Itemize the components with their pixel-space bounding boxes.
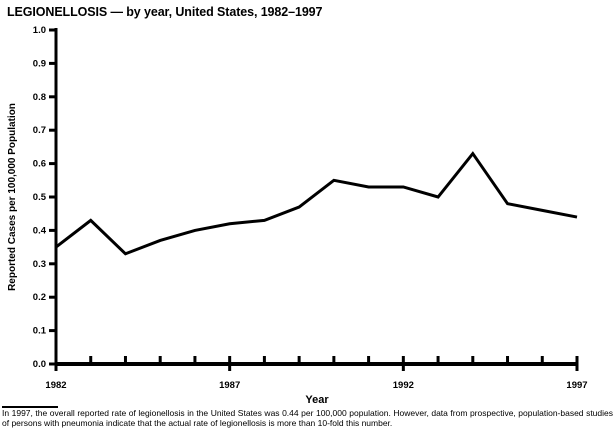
y-tick-label: 0.4 bbox=[33, 225, 47, 236]
data-line bbox=[55, 151, 578, 256]
y-tick-label: 1.0 bbox=[33, 25, 46, 36]
y-tick-label: 0.6 bbox=[33, 159, 46, 170]
x-tick-label: 1982 bbox=[45, 380, 66, 391]
y-tick-label: 0.0 bbox=[33, 359, 46, 370]
y-tick-label: 0.1 bbox=[33, 326, 47, 337]
chart-title: LEGIONELLOSIS — by year, United States, … bbox=[7, 5, 323, 19]
x-axis-label: Year bbox=[305, 394, 329, 406]
y-tick-label: 0.2 bbox=[33, 292, 46, 303]
y-axis-label: Reported Cases per 100,000 Population bbox=[7, 103, 18, 291]
footnote-text: In 1997, the overall reported rate of le… bbox=[2, 408, 613, 428]
y-tick-label: 0.8 bbox=[33, 92, 46, 103]
x-tick-label: 1997 bbox=[566, 380, 587, 391]
y-tick-label: 0.5 bbox=[33, 192, 47, 203]
footnote-divider bbox=[2, 406, 58, 408]
y-tick-label: 0.7 bbox=[33, 125, 46, 136]
x-tick-label: 1992 bbox=[393, 380, 414, 391]
y-tick-label: 0.3 bbox=[33, 259, 46, 270]
x-tick-label: 1987 bbox=[219, 380, 240, 391]
footnote: In 1997, the overall reported rate of le… bbox=[2, 406, 613, 428]
y-tick-label: 0.9 bbox=[33, 58, 46, 69]
